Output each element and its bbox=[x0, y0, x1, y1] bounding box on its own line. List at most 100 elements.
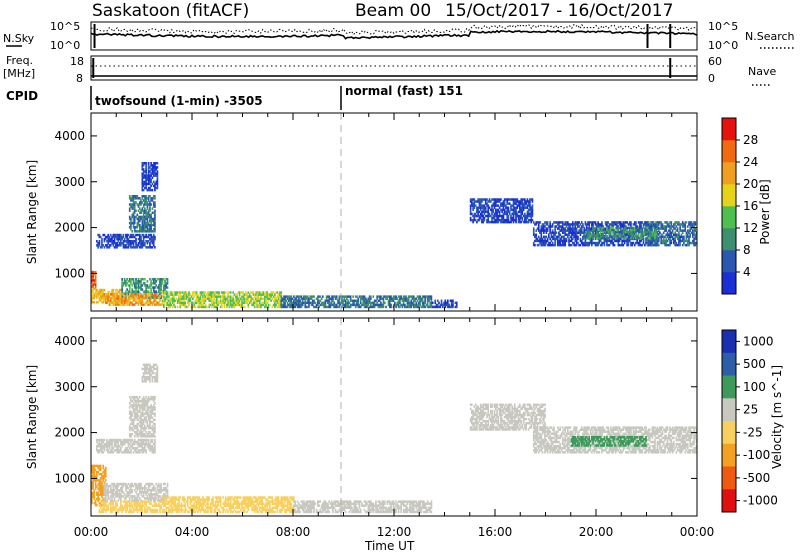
data-cell bbox=[125, 235, 127, 239]
data-cell bbox=[596, 225, 598, 228]
data-cell bbox=[184, 305, 187, 309]
data-cell bbox=[608, 234, 611, 238]
data-cell bbox=[132, 506, 135, 510]
data-cell bbox=[368, 297, 371, 300]
data-cell bbox=[133, 209, 136, 212]
data-cell bbox=[98, 504, 101, 507]
data-cell bbox=[112, 242, 115, 245]
data-cell bbox=[130, 451, 132, 454]
data-cell bbox=[651, 241, 654, 245]
data-cell bbox=[104, 466, 107, 470]
data-cell bbox=[108, 491, 111, 494]
data-cell bbox=[130, 510, 132, 514]
data-cell bbox=[140, 226, 142, 229]
data-cell bbox=[543, 229, 545, 232]
data-cell bbox=[139, 280, 141, 283]
data-cell bbox=[142, 504, 145, 507]
data-cell bbox=[304, 297, 307, 300]
data-cell bbox=[387, 299, 390, 302]
data-cell bbox=[145, 223, 147, 227]
data-cell bbox=[320, 297, 323, 300]
data-cell bbox=[145, 296, 147, 300]
data-cell bbox=[163, 291, 165, 294]
data-cell bbox=[101, 244, 103, 247]
colorbar-tick-label: 24 bbox=[743, 155, 758, 169]
data-cell bbox=[125, 500, 127, 503]
data-cell bbox=[221, 291, 223, 294]
data-cell bbox=[150, 180, 152, 184]
data-cell bbox=[96, 240, 98, 243]
data-cell bbox=[96, 295, 98, 298]
data-cell bbox=[233, 299, 236, 302]
data-cell bbox=[649, 243, 651, 247]
data-cell bbox=[223, 297, 226, 300]
data-cell bbox=[372, 295, 375, 298]
data-cell bbox=[573, 223, 575, 226]
data-cell bbox=[520, 216, 522, 220]
data-cell bbox=[126, 288, 128, 291]
data-cell bbox=[311, 301, 314, 305]
data-cell bbox=[210, 295, 213, 298]
data-cell bbox=[163, 295, 165, 298]
data-cell bbox=[93, 491, 96, 494]
data-cell bbox=[511, 208, 514, 212]
data-cell bbox=[563, 223, 565, 226]
data-cell bbox=[92, 270, 94, 274]
data-cell bbox=[139, 489, 141, 492]
data-cell bbox=[630, 221, 632, 224]
data-cell bbox=[155, 182, 158, 186]
data-cell bbox=[322, 301, 324, 305]
data-cell bbox=[633, 221, 636, 224]
data-cell bbox=[477, 218, 479, 222]
data-cell bbox=[373, 305, 376, 309]
data-cell bbox=[656, 221, 659, 224]
data-cell bbox=[637, 237, 640, 240]
data-cell bbox=[521, 218, 524, 222]
data-cell bbox=[631, 232, 634, 236]
data-cell bbox=[91, 501, 93, 505]
data-cell bbox=[543, 225, 545, 228]
data-cell bbox=[531, 200, 534, 203]
data-cell bbox=[589, 227, 592, 230]
data-cell bbox=[154, 166, 156, 169]
data-cell bbox=[690, 223, 693, 226]
data-cell bbox=[98, 464, 101, 468]
data-cell bbox=[692, 235, 694, 239]
data-cell bbox=[587, 234, 589, 238]
data-cell bbox=[608, 226, 611, 230]
data-cell bbox=[152, 235, 155, 239]
data-cell bbox=[169, 305, 171, 309]
data-cell bbox=[116, 440, 118, 444]
data-cell bbox=[681, 231, 684, 234]
data-cell bbox=[147, 213, 150, 217]
data-cell bbox=[314, 305, 317, 309]
data-cell bbox=[250, 297, 252, 300]
data-cell bbox=[592, 226, 594, 230]
data-cell bbox=[152, 168, 155, 171]
data-cell bbox=[160, 278, 163, 281]
data-cell bbox=[344, 301, 347, 305]
data-cell bbox=[592, 237, 594, 240]
data-cell bbox=[122, 235, 125, 239]
data-cell bbox=[434, 299, 437, 302]
data-cell bbox=[473, 214, 476, 218]
data-cell bbox=[103, 477, 106, 480]
data-cell bbox=[642, 234, 645, 238]
data-cell bbox=[652, 226, 655, 230]
data-cell bbox=[670, 239, 673, 243]
data-cell bbox=[227, 291, 229, 294]
data-cell bbox=[686, 241, 689, 245]
data-cell bbox=[598, 234, 601, 238]
data-cell bbox=[135, 301, 137, 304]
data-cell bbox=[565, 229, 568, 232]
data-cell bbox=[145, 510, 147, 514]
data-cell bbox=[414, 297, 416, 300]
data-cell bbox=[112, 295, 115, 298]
data-cell bbox=[142, 172, 145, 175]
data-cell bbox=[103, 288, 106, 292]
data-cell bbox=[108, 497, 111, 500]
data-cell bbox=[540, 225, 543, 228]
data-cell bbox=[131, 290, 134, 293]
data-cell bbox=[694, 229, 697, 232]
data-cell bbox=[188, 303, 190, 307]
